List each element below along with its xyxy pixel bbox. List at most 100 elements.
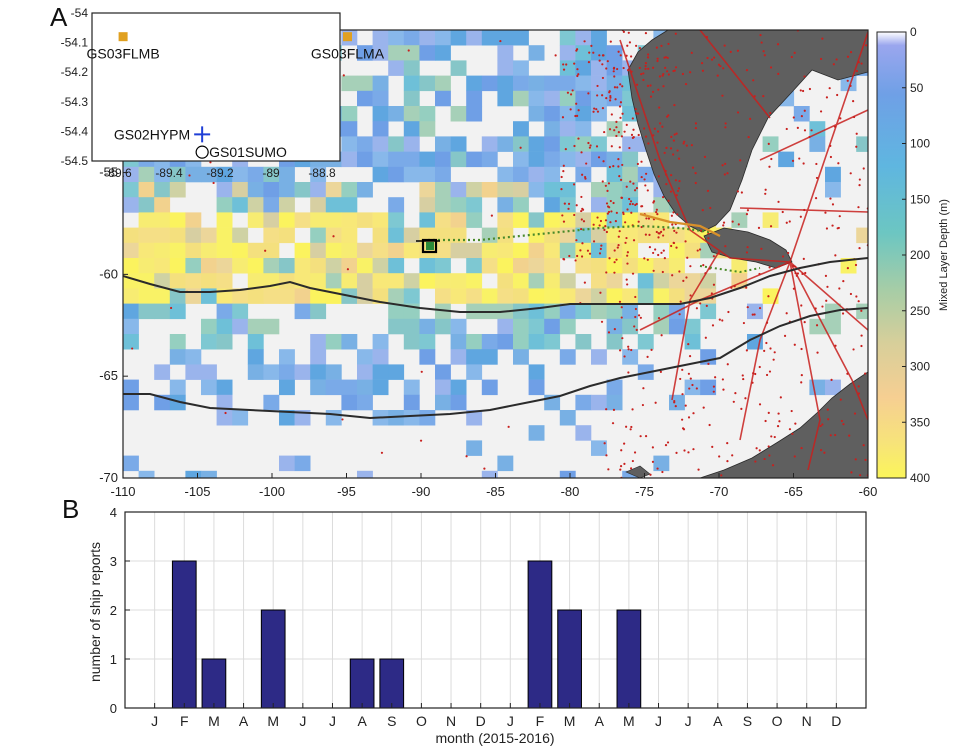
ship-report-point	[697, 468, 700, 471]
ship-report-point	[687, 416, 691, 419]
mld-cell	[325, 410, 342, 426]
bar-m-4	[260, 609, 286, 709]
mld-cell	[341, 394, 358, 411]
ship-report-point	[590, 44, 593, 48]
ship-report-point	[644, 31, 648, 35]
mld-cell	[466, 273, 483, 289]
ship-report-point	[607, 331, 611, 334]
mld-cell	[263, 227, 280, 244]
mld-cell	[528, 212, 545, 228]
ship-report-point	[603, 130, 606, 134]
mld-cell	[169, 334, 186, 350]
ship-report-point	[681, 393, 684, 396]
mld-cell	[700, 379, 717, 396]
ship-report-point	[773, 351, 776, 354]
mld-cell	[263, 258, 280, 274]
mld-cell	[419, 334, 436, 350]
ship-report-point	[699, 302, 702, 305]
ship-report-point	[793, 343, 796, 346]
bar-x-tick-label: N	[446, 713, 456, 729]
mld-cell	[372, 136, 389, 152]
ship-report-point	[767, 142, 770, 145]
mld-cell	[388, 212, 405, 228]
ship-report-point	[765, 341, 768, 345]
ship-report-point	[627, 345, 630, 348]
mld-cell	[544, 242, 561, 259]
ship-report-point	[625, 425, 628, 428]
ship-track	[739, 207, 868, 213]
ship-report-point	[726, 442, 729, 445]
ship-report-point	[721, 378, 724, 381]
ship-report-point	[617, 235, 620, 238]
ship-report-point	[791, 432, 794, 436]
mld-cell	[528, 75, 545, 92]
mld-cell	[497, 45, 514, 61]
mld-cell	[481, 227, 498, 244]
ship-report-point	[619, 116, 622, 119]
ship-report-point	[610, 113, 613, 116]
colorbar-tick-label: 350	[910, 415, 930, 429]
mld-cell	[669, 227, 685, 244]
mld-cell	[591, 273, 607, 289]
ship-report-point	[610, 210, 613, 213]
ship-report-point	[633, 325, 636, 328]
mooring-gs03flmb-marker	[118, 32, 128, 42]
ship-report-point	[798, 157, 801, 160]
mld-cell	[435, 212, 451, 228]
ship-report-point	[849, 51, 853, 54]
mld-cell	[372, 166, 389, 183]
ship-report-point	[589, 144, 592, 147]
ship-report-point	[857, 300, 860, 303]
ship-report-point	[679, 377, 682, 381]
ship-report-point	[855, 132, 858, 135]
mld-cell	[809, 379, 826, 396]
mld-cell	[123, 379, 139, 396]
ship-report-point	[758, 449, 761, 452]
ship-report-point	[622, 212, 625, 216]
ship-report-point	[617, 244, 620, 247]
ship-track	[789, 261, 821, 471]
ship-report-point	[802, 162, 805, 165]
ship-report-point	[661, 270, 664, 274]
mld-cell	[497, 455, 514, 472]
ship-report-point	[788, 220, 791, 223]
ship-report-point	[587, 141, 590, 145]
ship-report-point	[826, 285, 829, 288]
ship-report-point	[858, 184, 861, 187]
mld-cell	[559, 470, 576, 478]
ship-report-point	[741, 374, 744, 377]
mld-cell	[762, 212, 779, 228]
ship-report-point	[625, 278, 628, 281]
mld-cell	[591, 30, 607, 46]
mld-cell	[731, 212, 748, 228]
mld-cell	[497, 30, 514, 46]
mld-cell	[559, 30, 576, 46]
mld-cell	[169, 349, 186, 365]
bar-x-tick-label: O	[416, 713, 427, 729]
ship-report-point	[637, 314, 641, 317]
ship-report-point	[788, 428, 792, 431]
float-track-lower	[699, 265, 761, 274]
mld-cell	[528, 334, 545, 350]
mld-cell	[419, 273, 436, 289]
ship-report-point	[620, 449, 623, 452]
mld-cell	[559, 106, 576, 122]
ship-report-point	[664, 66, 667, 69]
ship-report-point	[671, 223, 674, 226]
mld-cell	[825, 182, 841, 198]
mld-cell	[357, 288, 373, 304]
mld-cell	[185, 242, 202, 259]
ship-report-point	[576, 68, 579, 71]
mld-cell	[169, 379, 186, 396]
ship-report-point	[800, 381, 803, 384]
float-track-orange	[639, 212, 721, 237]
mld-cell	[856, 227, 868, 244]
ship-report-point	[819, 57, 823, 61]
ship-report-point	[857, 385, 860, 388]
ship-report-point	[643, 257, 646, 260]
ship-report-point	[625, 236, 628, 240]
mld-cell	[559, 75, 576, 92]
mld-cell	[185, 470, 202, 478]
mld-cell	[513, 349, 529, 365]
mld-cell	[263, 166, 280, 183]
